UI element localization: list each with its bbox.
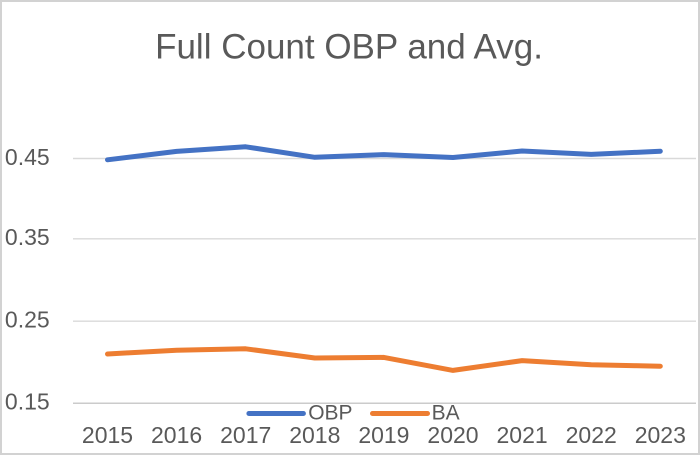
svg-text:2016: 2016 — [151, 422, 202, 448]
svg-text:2015: 2015 — [82, 422, 133, 448]
svg-text:OBP: OBP — [308, 402, 352, 425]
svg-text:2017: 2017 — [220, 422, 271, 448]
svg-text:0.25: 0.25 — [5, 307, 50, 333]
svg-text:Full Count OBP and Avg.: Full Count OBP and Avg. — [155, 27, 543, 66]
svg-text:2020: 2020 — [427, 422, 478, 448]
svg-text:2018: 2018 — [289, 422, 340, 448]
svg-text:0.15: 0.15 — [5, 389, 50, 415]
svg-text:2023: 2023 — [635, 422, 686, 448]
svg-text:0.45: 0.45 — [5, 144, 50, 170]
svg-text:2019: 2019 — [358, 422, 409, 448]
svg-text:0.35: 0.35 — [5, 224, 50, 250]
svg-text:BA: BA — [432, 402, 460, 425]
svg-text:2021: 2021 — [497, 422, 548, 448]
svg-text:2022: 2022 — [566, 422, 617, 448]
